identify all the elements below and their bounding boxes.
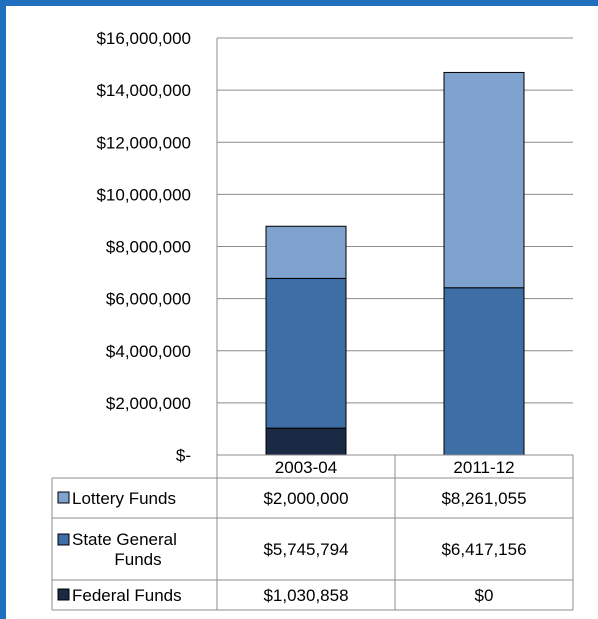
- table-value: $5,745,794: [263, 540, 348, 559]
- legend-label: Federal Funds: [72, 586, 182, 605]
- y-tick-label: $6,000,000: [106, 290, 191, 309]
- bar-segment: [265, 225, 347, 279]
- y-tick-label: $8,000,000: [106, 238, 191, 257]
- table-value: $8,261,055: [441, 489, 526, 508]
- y-tick-label: $4,000,000: [106, 342, 191, 361]
- legend-label: State General: [72, 530, 177, 549]
- bar-segment: [265, 427, 347, 456]
- y-tick-label: $16,000,000: [96, 29, 191, 48]
- bar-segment: [443, 71, 525, 289]
- y-tick-label: $-: [176, 446, 191, 465]
- table-value: $1,030,858: [263, 586, 348, 605]
- bar-segment: [443, 287, 525, 456]
- y-tick-label: $2,000,000: [106, 394, 191, 413]
- y-tick-label: $10,000,000: [96, 185, 191, 204]
- y-tick-label: $14,000,000: [96, 81, 191, 100]
- x-tick-label: 2011-12: [453, 458, 514, 477]
- legend-key: [57, 533, 70, 546]
- legend-label: Funds: [114, 550, 161, 569]
- table-value: $2,000,000: [263, 489, 348, 508]
- x-tick-label: 2003-04: [275, 458, 337, 477]
- legend-label: Lottery Funds: [72, 489, 176, 508]
- table-value: $0: [475, 586, 494, 605]
- legend-key: [57, 588, 70, 601]
- y-tick-label: $12,000,000: [96, 133, 191, 152]
- bar-segment: [265, 277, 347, 429]
- table-value: $6,417,156: [441, 540, 526, 559]
- legend-key: [57, 491, 70, 504]
